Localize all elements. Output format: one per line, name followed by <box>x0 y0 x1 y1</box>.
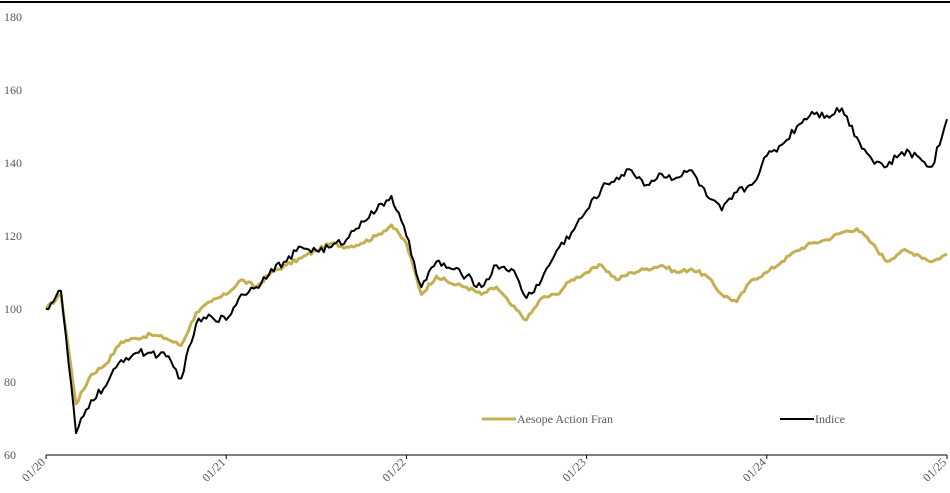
y-tick-label: 180 <box>4 10 22 24</box>
x-tick-label: 01/25 <box>920 455 949 484</box>
x-tick-label: 01/20 <box>19 455 48 484</box>
x-tick-label: 01/21 <box>199 455 228 484</box>
legend-label: Aesope Action Fran <box>517 412 613 426</box>
y-tick-label: 160 <box>4 83 22 97</box>
x-tick-label: 01/24 <box>740 455 769 484</box>
y-axis-tick-labels: 60 80 100 120 140 160 180 <box>4 10 22 462</box>
y-tick-label: 140 <box>4 156 22 170</box>
y-tick-label: 80 <box>4 375 16 389</box>
y-tick-label: 100 <box>4 302 22 316</box>
legend: Aesope Action Fran Indice <box>482 412 845 426</box>
series-line-aesope <box>44 223 948 406</box>
x-tick-label: 01/23 <box>559 455 588 484</box>
y-tick-label: 120 <box>4 229 22 243</box>
legend-label: Indice <box>815 412 845 426</box>
y-tick-label: 60 <box>4 448 16 462</box>
x-axis-tick-labels: 01/20 01/21 01/22 01/23 01/24 01/25 <box>19 455 949 484</box>
x-tick-label: 01/22 <box>379 455 408 484</box>
series-line-indice <box>45 107 948 435</box>
series-layer <box>44 107 948 435</box>
